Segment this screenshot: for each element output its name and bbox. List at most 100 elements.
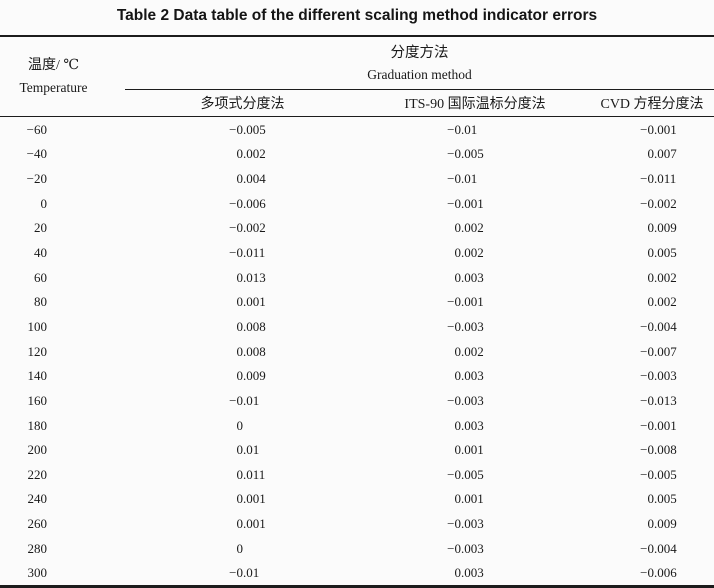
value-integer-part: −0: [447, 392, 461, 408]
value-integer-part: 0: [236, 318, 244, 334]
value-integer-part: 0: [454, 245, 462, 261]
error-value-cell: 0.003: [360, 561, 590, 587]
table-header: 温度/ ℃ Temperature 分度方法 Graduation method…: [0, 36, 714, 117]
error-value-cell: 0.01: [125, 437, 360, 462]
value-fraction-part: .003: [461, 269, 484, 285]
temperature-cell: 20: [34, 220, 47, 236]
error-value-cell: 0.004: [125, 166, 360, 191]
value-integer-part: −0: [640, 565, 654, 581]
error-value-cell: −0.005: [360, 462, 590, 487]
value-integer-part: 0: [236, 491, 244, 507]
temperature-cell: 220: [27, 466, 48, 482]
value-fraction-part: .008: [654, 442, 677, 458]
value-integer-part: 0: [454, 442, 462, 458]
error-value-cell: 0.009: [590, 511, 714, 536]
temperature-cell: 100: [27, 318, 48, 334]
value-integer-part: −0: [640, 318, 654, 334]
value-integer-part: 0: [454, 368, 462, 384]
value-fraction-part: .005: [461, 466, 484, 482]
value-integer-part: −0: [640, 392, 654, 408]
value-integer-part: −0: [640, 442, 654, 458]
value-fraction-part: .005: [243, 121, 266, 137]
error-value-cell: 0.002: [360, 216, 590, 241]
value-fraction-part: .009: [243, 368, 266, 384]
value-fraction-part: .004: [654, 318, 677, 334]
error-value-cell: 0.008: [125, 314, 360, 339]
value-integer-part: 0: [236, 540, 244, 556]
error-value-cell: −0.003: [360, 314, 590, 339]
table-row: 200 0.01 0.001 −0.008: [0, 437, 714, 462]
value-fraction-part: .008: [243, 318, 266, 334]
value-integer-part: −0: [640, 195, 654, 211]
value-fraction-part: .01: [461, 121, 478, 137]
error-value-cell: 0.005: [590, 240, 714, 265]
value-fraction-part: .001: [243, 491, 266, 507]
error-value-cell: 0.002: [125, 142, 360, 167]
value-fraction-part: .002: [243, 220, 266, 236]
value-integer-part: −0: [640, 368, 654, 384]
value-fraction-part: .007: [654, 343, 677, 359]
table-row: 280 0 −0.003 −0.004: [0, 536, 714, 561]
error-value-cell: −0.001: [590, 117, 714, 142]
table-row: −20 0.004 −0.01 −0.011: [0, 166, 714, 191]
temperature-cell: 120: [27, 343, 48, 359]
value-integer-part: 0: [647, 491, 655, 507]
data-table: 温度/ ℃ Temperature 分度方法 Graduation method…: [0, 35, 714, 588]
error-value-cell: 0.008: [125, 339, 360, 364]
value-fraction-part: .01: [243, 392, 260, 408]
value-integer-part: −0: [229, 245, 243, 261]
table-row: 60 0.013 0.003 0.002: [0, 265, 714, 290]
value-integer-part: 0: [454, 220, 462, 236]
error-value-cell: 0.002: [590, 265, 714, 290]
error-value-cell: −0.006: [125, 191, 360, 216]
value-fraction-part: .001: [654, 417, 677, 433]
value-fraction-part: .002: [654, 269, 677, 285]
error-value-cell: 0.002: [590, 289, 714, 314]
error-value-cell: −0.01: [125, 561, 360, 587]
value-integer-part: −0: [640, 121, 654, 137]
value-integer-part: 0: [647, 516, 655, 532]
value-fraction-part: .008: [243, 343, 266, 359]
temperature-header-en: Temperature: [19, 80, 88, 95]
table-row: 100 0.008 −0.003 −0.004: [0, 314, 714, 339]
value-integer-part: −0: [640, 466, 654, 482]
error-value-cell: −0.002: [590, 191, 714, 216]
error-value-cell: 0.003: [360, 413, 590, 438]
value-fraction-part: .002: [461, 245, 484, 261]
value-integer-part: 0: [454, 417, 462, 433]
value-integer-part: 0: [647, 269, 655, 285]
temperature-cell: 180: [27, 417, 48, 433]
error-value-cell: 0.001: [360, 487, 590, 512]
error-value-cell: −0.003: [360, 536, 590, 561]
value-fraction-part: .009: [654, 516, 677, 532]
value-integer-part: −0: [447, 294, 461, 310]
value-fraction-part: .001: [243, 294, 266, 310]
value-integer-part: 0: [236, 442, 244, 458]
error-value-cell: −0.01: [360, 117, 590, 142]
table-row: 260 0.001 −0.003 0.009: [0, 511, 714, 536]
error-value-cell: −0.005: [125, 117, 360, 142]
error-value-cell: −0.01: [125, 388, 360, 413]
value-integer-part: 0: [236, 417, 244, 433]
error-value-cell: 0: [125, 536, 360, 561]
value-fraction-part: .007: [654, 146, 677, 162]
table-title: Table 2 Data table of the different scal…: [116, 7, 598, 24]
error-value-cell: 0.002: [360, 240, 590, 265]
temperature-cell: 160: [27, 392, 48, 408]
value-integer-part: −0: [447, 146, 461, 162]
error-value-cell: 0.007: [590, 142, 714, 167]
value-fraction-part: .006: [243, 195, 266, 211]
value-integer-part: −0: [229, 392, 243, 408]
error-value-cell: −0.007: [590, 339, 714, 364]
error-value-cell: 0.009: [125, 363, 360, 388]
value-fraction-part: .003: [461, 318, 484, 334]
value-integer-part: 0: [236, 466, 244, 482]
value-integer-part: −0: [229, 121, 243, 137]
value-integer-part: 0: [647, 146, 655, 162]
value-fraction-part: .006: [654, 565, 677, 581]
value-fraction-part: .005: [654, 245, 677, 261]
error-value-cell: 0.001: [125, 487, 360, 512]
temperature-cell: 280: [27, 540, 48, 556]
value-fraction-part: .001: [654, 121, 677, 137]
